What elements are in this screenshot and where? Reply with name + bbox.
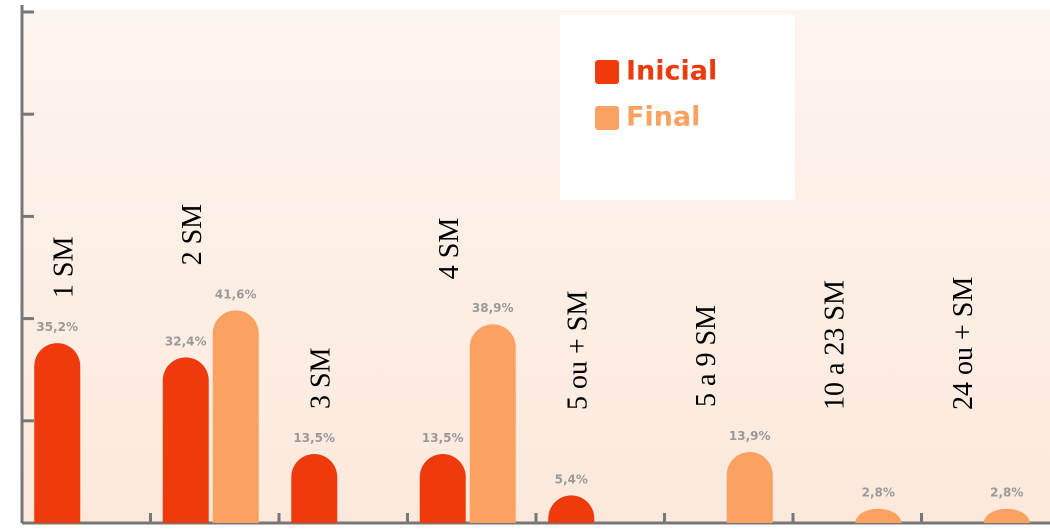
value-label: 38,9% [472, 301, 514, 315]
value-label: 2,8% [862, 486, 895, 500]
legend-swatch [595, 60, 619, 84]
bar [855, 508, 902, 523]
legend-label: Final [626, 102, 700, 133]
value-label: 35,2% [36, 320, 78, 334]
bar [162, 357, 209, 523]
value-label: 2,8% [990, 486, 1023, 500]
category-label: 2 SM [177, 204, 208, 266]
value-label: 13,5% [422, 431, 464, 445]
bar [469, 324, 516, 523]
bar [548, 495, 595, 523]
category-label: 24 ou + SM [948, 277, 979, 410]
legend-label: Inicial [626, 56, 717, 87]
category-label: 4 SM [434, 218, 465, 280]
value-label: 5,4% [555, 472, 588, 486]
category-label: 1 SM [49, 237, 80, 299]
category-label: 3 SM [306, 347, 337, 409]
value-label: 32,4% [165, 334, 207, 348]
bar [212, 310, 259, 523]
bar [726, 451, 773, 523]
bar [34, 343, 81, 523]
bar [983, 508, 1030, 523]
bar [291, 454, 338, 523]
category-label: 5 a 9 SM [691, 305, 722, 407]
value-label: 13,9% [729, 429, 771, 443]
bar [419, 454, 466, 523]
value-label: 41,6% [215, 287, 257, 301]
legend-swatch [595, 106, 619, 130]
value-label: 13,5% [293, 431, 335, 445]
category-label: 5 ou + SM [563, 291, 594, 410]
category-label: 10 a 23 SM [820, 280, 851, 410]
